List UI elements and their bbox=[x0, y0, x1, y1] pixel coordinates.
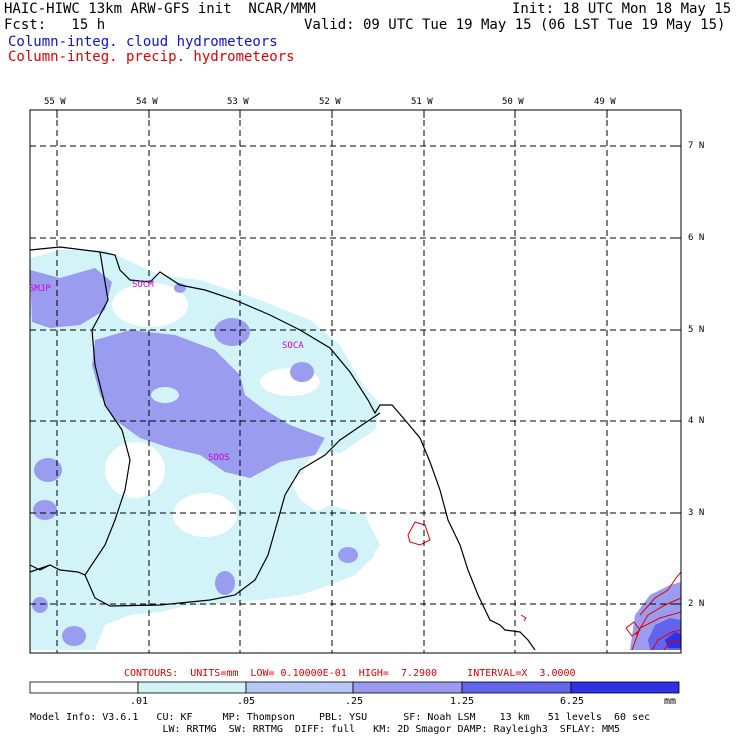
init-time: Init: 18 UTC Mon 18 May 15 bbox=[512, 1, 732, 17]
cloud-medium-gaps bbox=[151, 387, 179, 403]
cloud-gaps bbox=[105, 283, 356, 537]
graticule bbox=[30, 110, 681, 653]
lat-label: 4 N bbox=[688, 416, 705, 426]
lat-label: 3 N bbox=[688, 508, 705, 518]
colorbar-swatch-2 bbox=[245, 681, 354, 694]
frame-ticks bbox=[56, 110, 681, 605]
colorbar-tick: .25 bbox=[345, 696, 364, 707]
map-frame bbox=[29, 109, 682, 654]
valid-time: Valid: 09 UTC Tue 19 May 15 (06 LST Tue … bbox=[304, 17, 726, 33]
colorbar-tick: .01 bbox=[130, 696, 149, 707]
colorbar-swatch-1 bbox=[137, 681, 247, 694]
lon-label: 53 W bbox=[227, 97, 249, 107]
colorbar-swatch-0 bbox=[29, 681, 139, 694]
colorbar-swatch-5 bbox=[570, 681, 680, 694]
lon-label: 55 W bbox=[44, 97, 66, 107]
station-label: SOOS bbox=[208, 453, 230, 463]
colorbar-tick: 1.25 bbox=[450, 696, 475, 707]
colorbar-tick: .05 bbox=[237, 696, 256, 707]
lat-label: 5 N bbox=[688, 325, 705, 335]
station-label: SMJP bbox=[29, 284, 51, 294]
colorbar-unit: mm bbox=[664, 696, 677, 707]
lat-label: 2 N bbox=[688, 599, 705, 609]
cloud-medium-field bbox=[30, 268, 358, 646]
colorbar-swatch-3 bbox=[352, 681, 463, 694]
lon-label: 54 W bbox=[136, 97, 158, 107]
precip-contours bbox=[407, 521, 682, 651]
colorbar bbox=[29, 681, 680, 694]
forecast-hour: Fcst: 15 h bbox=[4, 17, 106, 33]
colorbar-swatch-4 bbox=[461, 681, 572, 694]
lon-label: 49 W bbox=[594, 97, 616, 107]
coastline-borders bbox=[29, 246, 536, 651]
station-label: SOCM bbox=[132, 280, 154, 290]
model-title: HAIC-HIWC 13km ARW-GFS init NCAR/MMM bbox=[4, 1, 316, 17]
lat-label: 7 N bbox=[688, 141, 705, 151]
model-info-line2: LW: RRTMG SW: RRTMG DIFF: full KM: 2D Sm… bbox=[30, 724, 621, 735]
lon-label: 50 W bbox=[502, 97, 524, 107]
lon-label: 51 W bbox=[411, 97, 433, 107]
lat-label: 6 N bbox=[688, 233, 705, 243]
model-info-line1: Model Info: V3.6.1 CU: KF MP: Thompson P… bbox=[30, 712, 651, 723]
contour-info: CONTOURS: UNITS=mm LOW= 0.10000E-01 HIGH… bbox=[124, 668, 576, 679]
precip-field-title: Column-integ. precip. hydrometeors bbox=[8, 49, 295, 65]
lon-label: 52 W bbox=[319, 97, 341, 107]
station-label: SOCA bbox=[282, 341, 304, 351]
colorbar-tick: 6.25 bbox=[560, 696, 585, 707]
cloud-field-title: Column-integ. cloud hydrometeors bbox=[8, 34, 278, 50]
